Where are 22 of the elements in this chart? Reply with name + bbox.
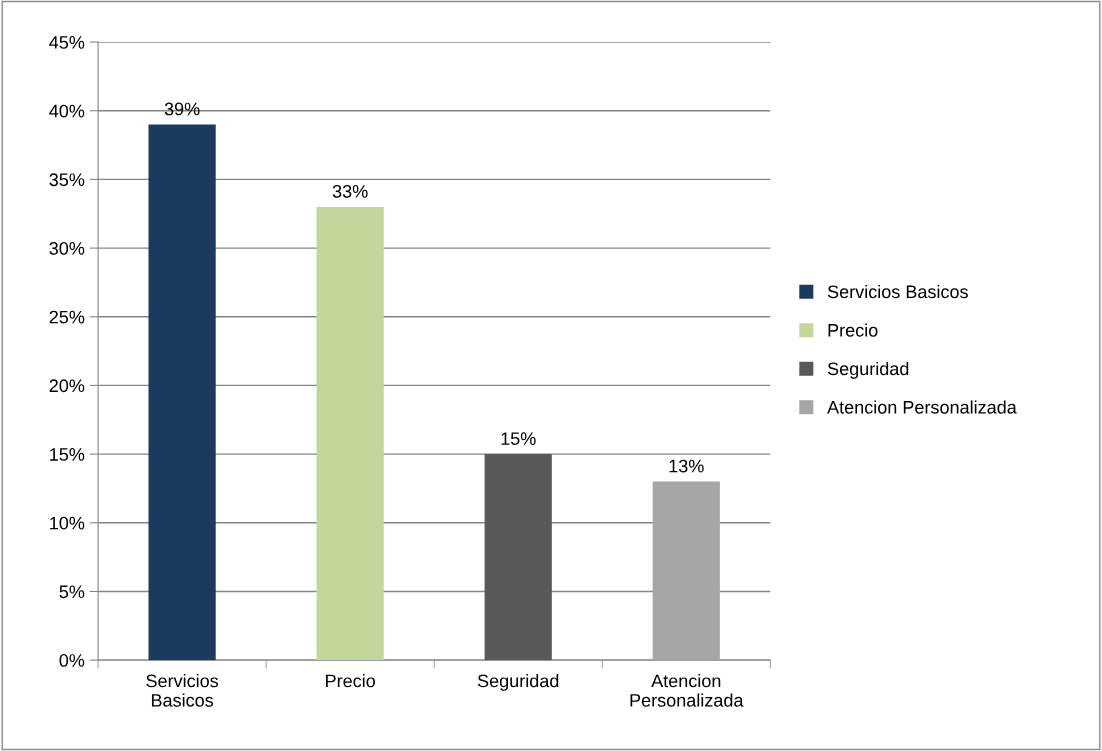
y-tick-label: 10% [50,516,85,530]
y-tick-label: 0% [59,654,85,667]
y-tick-label: 30% [49,242,85,255]
y-tick-label: 15% [50,448,85,461]
y-tick-label: 45% [49,36,85,49]
legend-label: Atencion Personalizada [827,400,1017,414]
legend-label: Servicios Basicos [827,284,968,299]
data-label: 15% [501,432,536,445]
y-tick-label: 20% [49,379,85,393]
y-tick-label: 25% [49,310,85,324]
x-tick-label: Precio [326,674,375,688]
y-tick-label: 5% [59,585,85,599]
data-label: 39% [164,102,200,116]
y-tick-label: 40% [49,104,85,118]
legend-label: Seguridad [827,361,909,379]
legend-label: Precio [828,323,878,337]
x-tick-label: Seguridad [477,674,559,691]
data-label: 33% [332,184,368,198]
x-tick-label: Servicios Basicos [146,674,219,707]
data-label: 13% [669,459,704,473]
y-tick-label: 35% [49,173,85,187]
x-tick-label: Atencion Personalizada [630,674,744,707]
